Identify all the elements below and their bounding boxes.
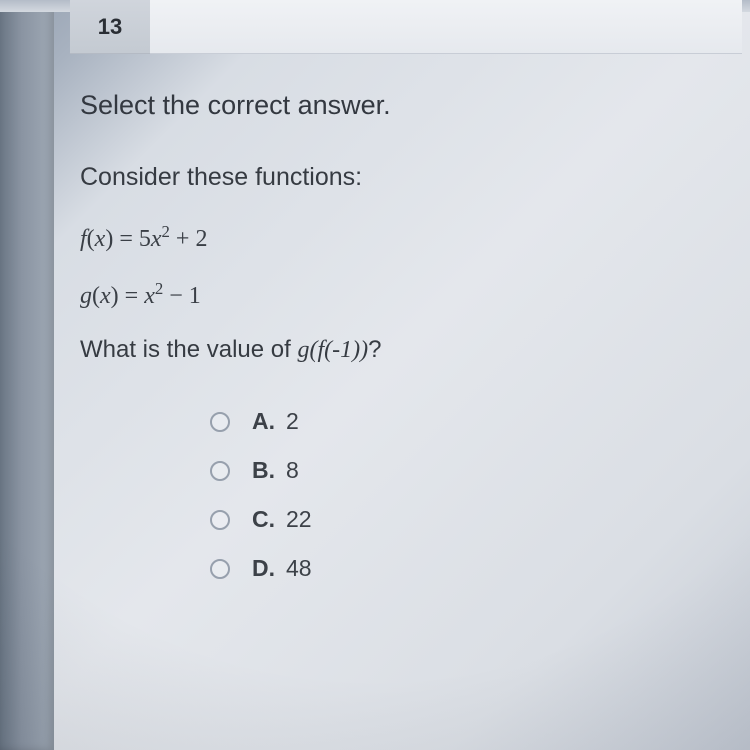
f-op: + xyxy=(176,226,190,252)
f-lhs-var: f xyxy=(80,226,87,252)
top-bar xyxy=(150,0,742,54)
g-exp: 2 xyxy=(155,279,163,298)
question-suffix: ? xyxy=(368,336,381,363)
g-op: − xyxy=(169,283,183,309)
choice-a[interactable]: A. 2 xyxy=(210,408,730,435)
equation-f: f(x) = 5x2 + 2 xyxy=(80,222,730,253)
choice-letter: A. xyxy=(252,408,286,435)
question-number-tab: 13 xyxy=(70,0,150,54)
question-expression: g(f(-1)) xyxy=(297,337,368,363)
choice-letter: B. xyxy=(252,457,286,484)
choice-value: 8 xyxy=(286,457,299,484)
question-prefix: What is the value of xyxy=(80,336,297,363)
choice-d[interactable]: D. 48 xyxy=(210,555,730,582)
f-base: x xyxy=(151,226,162,252)
g-const: 1 xyxy=(189,283,201,309)
choice-c[interactable]: C. 22 xyxy=(210,506,730,533)
f-arg: x xyxy=(95,226,106,252)
g-base: x xyxy=(144,283,155,309)
radio-icon[interactable] xyxy=(210,412,230,432)
answer-choices: A. 2 B. 8 C. 22 D. 48 xyxy=(210,408,730,582)
choice-letter: C. xyxy=(252,506,286,533)
choice-letter: D. xyxy=(252,555,286,582)
radio-icon[interactable] xyxy=(210,461,230,481)
question-content: Select the correct answer. Consider thes… xyxy=(80,90,730,604)
f-coeff: 5 xyxy=(139,226,151,252)
choice-value: 2 xyxy=(286,408,299,435)
g-lhs-var: g xyxy=(80,283,92,309)
question-number: 13 xyxy=(98,14,122,40)
screen-left-bezel xyxy=(0,0,54,750)
question-line: What is the value of g(f(-1))? xyxy=(80,336,730,364)
f-const: 2 xyxy=(195,226,207,252)
g-arg: x xyxy=(100,283,111,309)
equation-g: g(x) = x2 − 1 xyxy=(80,279,730,310)
radio-icon[interactable] xyxy=(210,559,230,579)
choice-value: 48 xyxy=(286,555,312,582)
radio-icon[interactable] xyxy=(210,510,230,530)
prompt-text: Consider these functions: xyxy=(80,163,730,192)
choice-b[interactable]: B. 8 xyxy=(210,457,730,484)
f-exp: 2 xyxy=(162,222,170,241)
choice-value: 22 xyxy=(286,506,312,533)
instruction-text: Select the correct answer. xyxy=(80,90,730,121)
